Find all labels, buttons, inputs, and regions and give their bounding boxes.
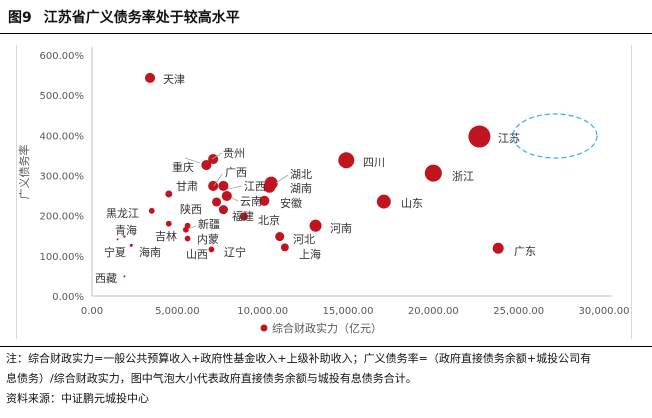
bubble-label: 贵州 bbox=[223, 147, 245, 160]
chart-frame bbox=[16, 45, 632, 339]
figure-title-text: 江苏省广义债务率处于较高水平 bbox=[43, 10, 240, 26]
x-tick-label: 10,000.00 bbox=[237, 306, 288, 317]
bubble-江苏 bbox=[468, 125, 491, 148]
bubble-浙江 bbox=[424, 164, 442, 182]
legend-marker bbox=[260, 324, 268, 332]
bubble-label: 山东 bbox=[401, 197, 423, 210]
bubble-西藏 bbox=[123, 275, 126, 278]
bubble-宁夏 bbox=[116, 238, 119, 241]
bubble-湖南 bbox=[263, 180, 276, 193]
bubble-label: 江苏 bbox=[498, 132, 520, 145]
y-tick-label: 300.00% bbox=[40, 172, 85, 183]
bubble-label: 辽宁 bbox=[224, 245, 246, 259]
bubble-label: 安徽 bbox=[280, 196, 302, 210]
highlight-dashed-ellipse bbox=[512, 113, 598, 159]
bubble-重庆 bbox=[201, 160, 212, 171]
x-tick-label: 25,000.00 bbox=[493, 306, 544, 317]
bubble-四川 bbox=[338, 152, 355, 169]
footnote-line-1: 注：综合财政实力=一般公共预算收入+政府性基金收入+上级补助收入；广义债务率=（… bbox=[6, 352, 592, 365]
bubble-青海 bbox=[123, 235, 126, 238]
footnote-line-2: 息债务）/综合财政实力，图中气泡大小代表政府直接债务余额与城投有息债务合计。 bbox=[6, 372, 417, 385]
y-tick-label: 600.00% bbox=[40, 51, 85, 62]
x-tick-label: 0.00 bbox=[81, 306, 103, 317]
bubble-label: 四川 bbox=[363, 156, 385, 169]
bubble-label: 广西 bbox=[225, 166, 247, 179]
x-tick-label: 20,000.00 bbox=[408, 306, 459, 317]
bubble-label: 福建 bbox=[232, 209, 254, 223]
label-leader-line bbox=[231, 197, 239, 202]
bubble-label: 宁夏 bbox=[104, 245, 126, 259]
bubble-辽宁 bbox=[208, 246, 215, 253]
figure-title: 图9 江苏省广义债务率处于较高水平 bbox=[8, 7, 240, 27]
bubble-天津 bbox=[144, 72, 156, 83]
bubble-label: 新疆 bbox=[198, 217, 220, 231]
label-leader-line bbox=[187, 225, 197, 230]
bubble-label: 青海 bbox=[115, 223, 137, 237]
y-axis-label: 广义债务率 bbox=[17, 145, 31, 200]
x-tick-label: 30,000.00 bbox=[579, 306, 630, 317]
label-leader-line bbox=[275, 174, 289, 184]
label-leader-line bbox=[211, 152, 223, 160]
bubble-河北 bbox=[275, 232, 285, 242]
bubble-北京 bbox=[239, 212, 248, 221]
label-leader-line bbox=[213, 173, 223, 187]
bubble-label: 陕西 bbox=[180, 202, 202, 216]
bubble-label: 河北 bbox=[293, 233, 315, 246]
legend-label: 综合财政实力（亿元） bbox=[272, 321, 382, 335]
y-tick-label: 500.00% bbox=[40, 91, 85, 102]
bubble-label: 云南 bbox=[240, 195, 262, 208]
y-tick-label: 100.00% bbox=[40, 252, 85, 263]
bubble-山西 bbox=[184, 235, 191, 242]
bubble-label: 广东 bbox=[514, 245, 536, 258]
source-note: 资料来源：中证鹏元城投中心 bbox=[6, 392, 149, 405]
bubble-label: 湖南 bbox=[290, 182, 312, 195]
bubble-黑龙江 bbox=[148, 207, 155, 214]
bubble-吉林 bbox=[165, 220, 172, 227]
bubble-label: 浙江 bbox=[452, 170, 474, 183]
bubble-福建 bbox=[218, 205, 228, 215]
y-tick-label: 0.00% bbox=[52, 292, 84, 303]
bubble-label: 重庆 bbox=[172, 160, 194, 174]
bubble-label: 内蒙 bbox=[197, 232, 219, 246]
label-leader-line bbox=[184, 157, 201, 164]
title-divider bbox=[0, 33, 652, 34]
bubble-label: 海南 bbox=[139, 245, 161, 259]
bubble-label: 北京 bbox=[258, 213, 280, 227]
bubble-甘肃 bbox=[165, 190, 173, 198]
footer-divider bbox=[0, 346, 652, 347]
bubble-label: 吉林 bbox=[155, 229, 177, 243]
bubble-江西 bbox=[218, 180, 229, 191]
bubble-label: 湖北 bbox=[290, 168, 312, 181]
bubble-label: 河南 bbox=[330, 222, 352, 235]
bubble-山东 bbox=[376, 194, 391, 209]
bubble-安徽 bbox=[259, 195, 270, 206]
bubble-label: 江西 bbox=[244, 180, 266, 193]
figure-number: 图9 bbox=[8, 10, 32, 26]
label-leader-line bbox=[227, 185, 243, 190]
x-tick-label: 5,000.00 bbox=[155, 306, 200, 317]
bubble-上海 bbox=[280, 243, 289, 252]
x-tick-label: 15,000.00 bbox=[323, 306, 374, 317]
y-tick-label: 400.00% bbox=[40, 131, 85, 142]
bubble-label: 黑龙江 bbox=[106, 207, 139, 220]
bubble-云南 bbox=[221, 190, 232, 202]
bubble-河南 bbox=[309, 219, 322, 232]
bubble-label: 西藏 bbox=[95, 272, 117, 285]
bubble-label: 天津 bbox=[163, 73, 185, 86]
bubble-label: 甘肃 bbox=[176, 180, 198, 193]
bubble-label: 山西 bbox=[186, 248, 208, 261]
bubble-海南 bbox=[129, 243, 133, 247]
bubble-label: 上海 bbox=[299, 247, 321, 261]
y-tick-label: 200.00% bbox=[40, 212, 85, 223]
bubble-陕西 bbox=[212, 197, 222, 207]
bubble-内蒙 bbox=[182, 226, 189, 233]
bubble-广东 bbox=[492, 242, 504, 254]
